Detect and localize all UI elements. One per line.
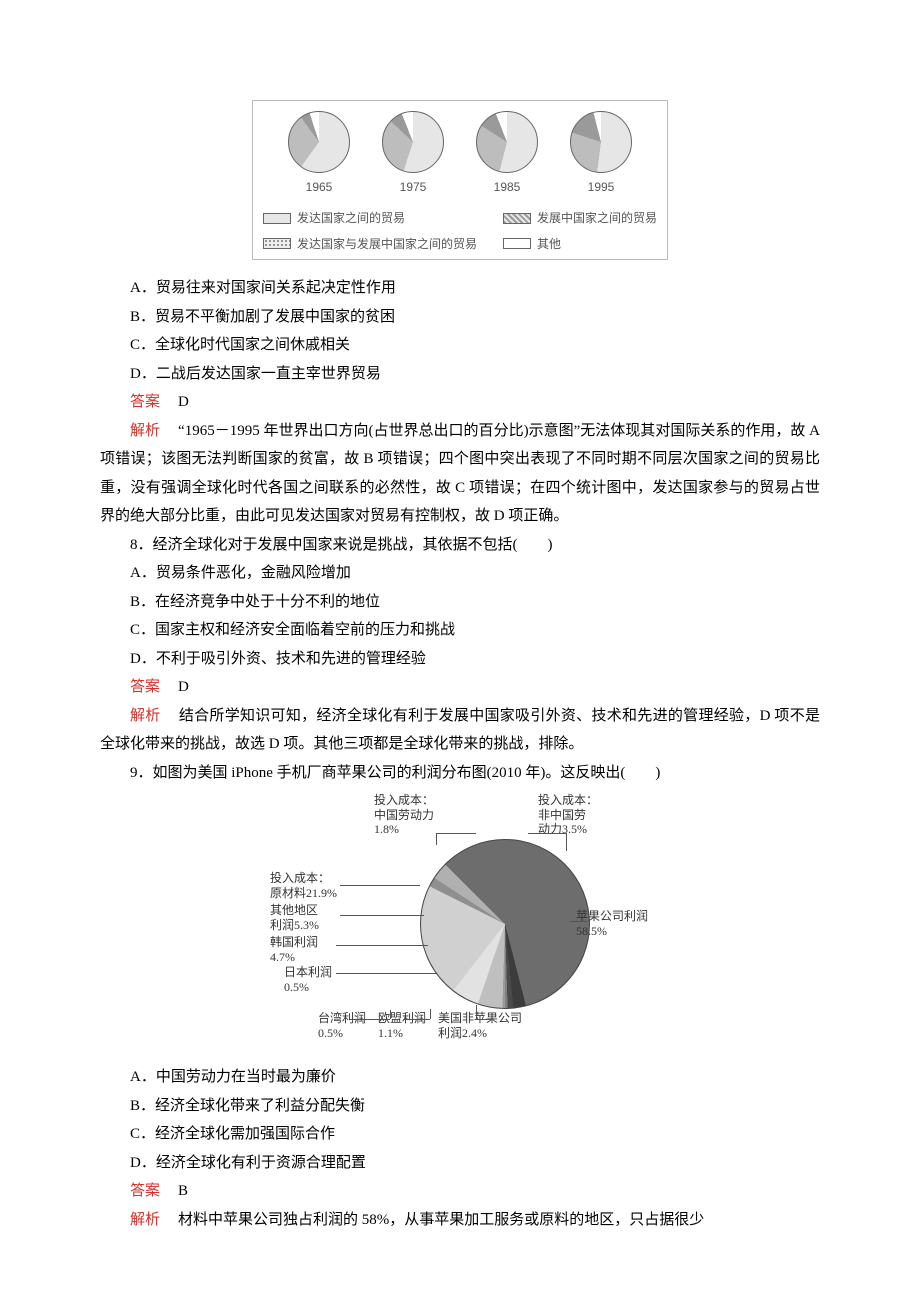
fig1-legend-item: 其他 bbox=[503, 233, 657, 256]
fig2-leader bbox=[476, 1005, 477, 1019]
q9-exp-label: 解析 bbox=[130, 1212, 160, 1228]
fig1: 1965 1975 1985 1995 发达国家之间的贸易 发展中国家之间的贸易发达国家… bbox=[252, 100, 668, 260]
fig2: 苹果公司利润58.5% 美国非苹果公司利润2.4% 欧盟利润1.1% 台湾利润0.5%… bbox=[270, 789, 650, 1049]
q8-opt-b: B．在经济竞争中处于十分不利的地位 bbox=[100, 588, 820, 617]
fig1-pie-1995 bbox=[570, 111, 632, 173]
legend-swatch bbox=[263, 213, 291, 224]
fig1-year-label: 1965 bbox=[288, 176, 350, 199]
q9-answer-label: 答案 bbox=[130, 1183, 160, 1199]
legend-label: 其他 bbox=[537, 233, 561, 256]
fig2-label-jp_profit: 日本利润0.5% bbox=[284, 965, 332, 994]
q8-opt-d: D．不利于吸引外资、技术和先进的管理经验 bbox=[100, 645, 820, 674]
q9-exp-body: 材料中苹果公司独占利润的 58%，从事苹果加工服务或原料的地区，只占据很少 bbox=[178, 1212, 704, 1228]
fig1-cell-1985: 1985 bbox=[476, 111, 538, 199]
fig2-leader bbox=[404, 1019, 430, 1020]
fig2-label-other_profit: 其他地区利润5.3% bbox=[270, 903, 319, 932]
q8-answer-label: 答案 bbox=[130, 679, 160, 695]
q9-explanation: 解析 材料中苹果公司独占利润的 58%，从事苹果加工服务或原料的地区，只占据很少 bbox=[100, 1206, 820, 1235]
q8-opt-a: A．贸易条件恶化，金融风险增加 bbox=[100, 559, 820, 588]
fig2-label-cost_noncn_labor: 投入成本：非中国劳动力3.5% bbox=[538, 793, 598, 836]
q9-stem: 9．如图为美国 iPhone 手机厂商苹果公司的利润分布图(2010 年)。这反… bbox=[100, 759, 820, 788]
legend-label: 发达国家之间的贸易 bbox=[297, 207, 405, 230]
q9-opt-b: B．经济全球化带来了利益分配失衡 bbox=[100, 1092, 820, 1121]
fig1-container: 1965 1975 1985 1995 发达国家之间的贸易 发展中国家之间的贸易发达国家… bbox=[100, 100, 820, 260]
fig2-leader bbox=[390, 1010, 391, 1019]
fig2-label-apple_profit: 苹果公司利润58.5% bbox=[576, 909, 648, 938]
legend-swatch bbox=[503, 213, 531, 224]
fig2-leader bbox=[430, 1009, 431, 1019]
q9-opt-a: A．中国劳动力在当时最为廉价 bbox=[100, 1063, 820, 1092]
q8-exp-body: 结合所学知识可知，经济全球化有利于发展中国家吸引外资、技术和先进的管理经验，D … bbox=[100, 708, 820, 753]
fig2-pie bbox=[420, 839, 590, 1009]
fig1-pie-1985 bbox=[476, 111, 538, 173]
fig1-legend-item: 发达国家与发展中国家之间的贸易 bbox=[263, 233, 477, 256]
q9-answer-value: B bbox=[178, 1183, 188, 1199]
legend-swatch bbox=[503, 238, 531, 249]
q7-opt-a: A．贸易往来对国家间关系起决定性作用 bbox=[100, 274, 820, 303]
fig1-legend-item: 发展中国家之间的贸易 bbox=[503, 207, 657, 230]
q7-exp-label: 解析 bbox=[130, 423, 160, 439]
fig2-leader bbox=[570, 921, 588, 922]
fig2-leader bbox=[436, 833, 476, 834]
fig1-pie-1975 bbox=[382, 111, 444, 173]
fig2-leader bbox=[350, 1019, 390, 1020]
q9-opt-d: D．经济全球化有利于资源合理配置 bbox=[100, 1149, 820, 1178]
q8-exp-label: 解析 bbox=[130, 708, 161, 724]
fig1-cell-1965: 1965 bbox=[288, 111, 350, 199]
q9-opt-c: C．经济全球化需加强国际合作 bbox=[100, 1120, 820, 1149]
fig2-label-tw_profit: 台湾利润0.5% bbox=[318, 1011, 366, 1040]
fig2-leader bbox=[340, 915, 424, 916]
q9-answer: 答案 B bbox=[100, 1177, 820, 1206]
fig2-leader bbox=[436, 833, 437, 845]
q7-exp-body: “1965－1995 年世界出口方向(占世界总出口的百分比)示意图”无法体现其对… bbox=[100, 423, 820, 525]
fig2-label-eu_profit: 欧盟利润1.1% bbox=[378, 1011, 426, 1040]
fig2-label-us_nonapple: 美国非苹果公司利润2.4% bbox=[438, 1011, 522, 1040]
fig2-leader bbox=[336, 945, 428, 946]
fig2-leader bbox=[566, 833, 567, 851]
q7-answer-value: D bbox=[178, 394, 189, 410]
fig2-leader bbox=[476, 1019, 494, 1020]
legend-swatch bbox=[263, 238, 291, 249]
fig1-year-label: 1985 bbox=[476, 176, 538, 199]
q7-opt-c: C．全球化时代国家之间休戚相关 bbox=[100, 331, 820, 360]
q7-explanation: 解析“1965－1995 年世界出口方向(占世界总出口的百分比)示意图”无法体现… bbox=[100, 417, 820, 531]
q7-opt-d: D．二战后发达国家一直主宰世界贸易 bbox=[100, 360, 820, 389]
q8-answer-value: D bbox=[178, 679, 189, 695]
fig2-leader bbox=[336, 973, 436, 974]
q7-answer-label: 答案 bbox=[130, 394, 160, 410]
q8-explanation: 解析结合所学知识可知，经济全球化有利于发展中国家吸引外资、技术和先进的管理经验，… bbox=[100, 702, 820, 759]
fig2-container: 苹果公司利润58.5% 美国非苹果公司利润2.4% 欧盟利润1.1% 台湾利润0.5%… bbox=[100, 789, 820, 1049]
fig2-leader bbox=[340, 885, 420, 886]
legend-label: 发展中国家之间的贸易 bbox=[537, 207, 657, 230]
fig2-leader bbox=[528, 833, 566, 834]
fig2-label-kr_profit: 韩国利润4.7% bbox=[270, 935, 318, 964]
q7-answer: 答案 D bbox=[100, 388, 820, 417]
q8-stem: 8．经济全球化对于发展中国家来说是挑战，其依据不包括( ) bbox=[100, 531, 820, 560]
fig1-legend-item: 发达国家之间的贸易 bbox=[263, 207, 477, 230]
q7-opt-b: B．贸易不平衡加剧了发展中国家的贫困 bbox=[100, 303, 820, 332]
fig1-cell-1975: 1975 bbox=[382, 111, 444, 199]
fig2-label-cost_material: 投入成本：原材料21.9% bbox=[270, 871, 337, 900]
q8-opt-c: C．国家主权和经济安全面临着空前的压力和挑战 bbox=[100, 616, 820, 645]
fig2-label-cost_cn_labor: 投入成本：中国劳动力1.8% bbox=[374, 793, 434, 836]
legend-label: 发达国家与发展中国家之间的贸易 bbox=[297, 233, 477, 256]
q8-answer: 答案 D bbox=[100, 673, 820, 702]
fig1-year-label: 1975 bbox=[382, 176, 444, 199]
fig1-pie-1965 bbox=[288, 111, 350, 173]
fig1-year-label: 1995 bbox=[570, 176, 632, 199]
fig1-cell-1995: 1995 bbox=[570, 111, 632, 199]
